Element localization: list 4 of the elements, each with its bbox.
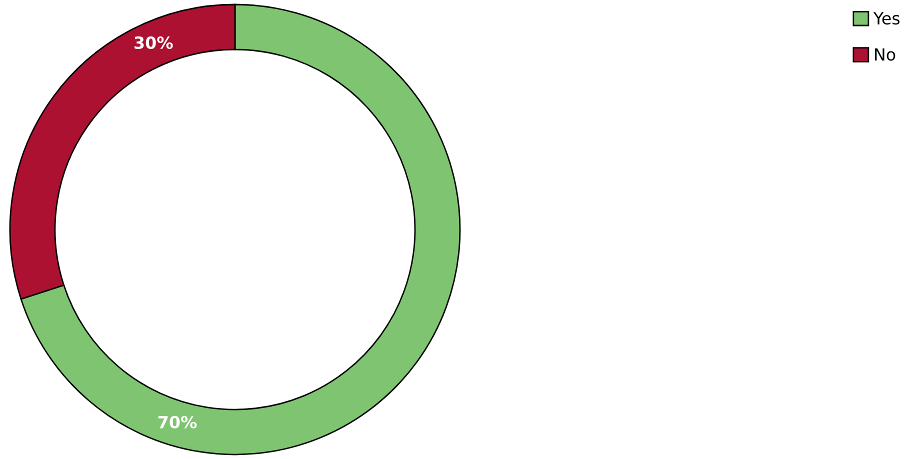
data-label: 70%: [158, 416, 197, 428]
data-label: 30%: [134, 36, 173, 49]
legend-label: Yes: [873, 12, 900, 25]
legend-label: No: [875, 48, 896, 61]
